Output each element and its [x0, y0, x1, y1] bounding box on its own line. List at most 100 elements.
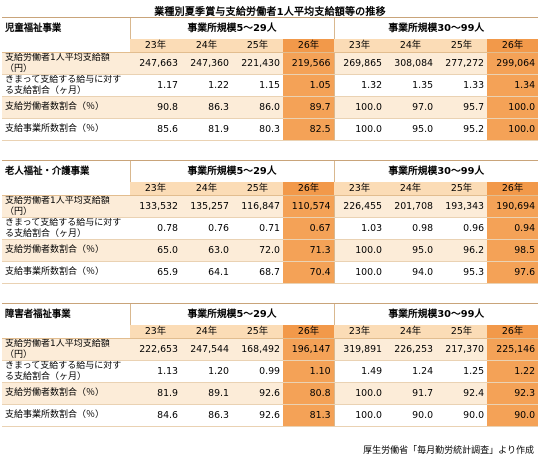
value-cell: 1.10	[283, 360, 335, 383]
value-cell: 269,865	[333, 52, 386, 75]
value-cell: 86.3	[181, 96, 232, 119]
value-cell: 100.0	[333, 118, 386, 141]
value-cell: 95.7	[436, 96, 488, 119]
value-cell: 96.2	[436, 239, 488, 262]
value-cell: 1.33	[436, 74, 488, 97]
year-header: 24年	[181, 325, 232, 339]
value-cell: 100.0	[487, 96, 539, 119]
value-cell: 71.3	[283, 239, 335, 262]
value-cell: 0.96	[436, 217, 488, 240]
table-row: 支給労働者1人平均支給額（円） 247,663 247,360 221,430 219,…	[2, 52, 539, 75]
value-cell: 100.0	[333, 382, 386, 405]
value-cell: 247,360	[181, 52, 232, 75]
year-header: 23年	[334, 182, 386, 196]
year-header: 23年	[334, 325, 386, 339]
value-cell: 100.0	[487, 118, 539, 141]
year-header: 25年	[436, 39, 488, 53]
value-cell: 1.24	[385, 360, 437, 383]
group-header: 事業所規模30～99人	[333, 17, 539, 39]
row-label: 支給労働者1人平均支給額（円）	[2, 338, 130, 361]
value-cell: 1.20	[181, 360, 232, 383]
year-header: 25年	[232, 182, 283, 196]
year-header: 24年	[181, 182, 232, 196]
year-header: 26年	[283, 39, 335, 53]
year-header: 26年	[283, 325, 335, 339]
value-cell: 190,694	[487, 195, 539, 218]
row-label: 支給事業所数割合（％）	[2, 404, 130, 427]
value-cell: 0.76	[181, 217, 232, 240]
value-cell: 221,430	[232, 52, 283, 75]
table-row: 支給労働者数割合（％） 65.0 63.0 72.0 71.3 100.0 95.0 96.2…	[2, 239, 539, 262]
value-cell: 1.25	[436, 360, 488, 383]
table-row: 支給労働者1人平均支給額（円） 133,532 135,257 116,847 110,…	[2, 195, 539, 218]
group-header: 事業所規模5～29人	[129, 17, 335, 39]
page-title: 業種別夏季賞与支給労働者1人平均支給額等の推移	[154, 7, 386, 18]
value-cell: 100.0	[333, 239, 386, 262]
value-cell: 1.22	[487, 360, 539, 383]
value-cell: 95.0	[385, 239, 437, 262]
value-cell: 299,064	[487, 52, 539, 75]
value-cell: 1.22	[181, 74, 232, 97]
year-header: 24年	[385, 325, 437, 339]
value-cell: 168,492	[232, 338, 283, 361]
data-table: 児童福祉事業 事業所規模5～29人 事業所規模30～99人 23年 24年 25年 26年 2…	[2, 17, 539, 141]
value-cell: 0.94	[487, 217, 539, 240]
value-cell: 135,257	[181, 195, 232, 218]
value-cell: 226,455	[333, 195, 386, 218]
row-label: きまって支給する給与に対する支給割合（ヶ月）	[2, 360, 130, 383]
row-label: 支給労働者数割合（％）	[2, 382, 130, 405]
value-cell: 95.3	[436, 261, 488, 284]
value-cell: 1.17	[130, 74, 181, 97]
data-table: 障害者福祉事業 事業所規模5～29人 事業所規模30～99人 23年 24年 25年 26年…	[2, 303, 539, 427]
table-row: 支給事業所数割合（％） 65.9 64.1 68.7 70.4 100.0 94.0 95.3…	[2, 261, 539, 284]
value-cell: 90.8	[130, 96, 181, 119]
value-cell: 110,574	[283, 195, 335, 218]
section-name: 障害者福祉事業	[2, 303, 130, 325]
year-header: 23年	[130, 182, 181, 196]
table-row: 支給労働者数割合（％） 81.9 89.1 92.6 80.8 100.0 91.7 92.4…	[2, 382, 539, 405]
value-cell: 222,653	[130, 338, 181, 361]
value-cell: 68.7	[232, 261, 283, 284]
value-cell: 100.0	[333, 96, 386, 119]
value-cell: 84.6	[130, 404, 181, 427]
value-cell: 63.0	[181, 239, 232, 262]
value-cell: 308,084	[385, 52, 437, 75]
value-cell: 94.0	[385, 261, 437, 284]
value-cell: 89.7	[283, 96, 335, 119]
year-header: 26年	[283, 182, 335, 196]
value-cell: 133,532	[130, 195, 181, 218]
row-label: 支給労働者1人平均支給額（円）	[2, 52, 130, 75]
value-cell: 1.32	[333, 74, 386, 97]
table-row: きまって支給する給与に対する支給割合（ヶ月） 1.13 1.20 0.99 1.10 1.…	[2, 360, 539, 383]
year-header: 25年	[436, 325, 488, 339]
value-cell: 95.0	[385, 118, 437, 141]
value-cell: 219,566	[283, 52, 335, 75]
value-cell: 1.49	[333, 360, 386, 383]
year-header: 25年	[436, 182, 488, 196]
section-name: 児童福祉事業	[2, 17, 130, 39]
value-cell: 91.7	[385, 382, 437, 405]
value-cell: 201,708	[385, 195, 437, 218]
group-header: 事業所規模30～99人	[333, 160, 539, 182]
table-row: 支給労働者1人平均支給額（円） 222,653 247,544 168,492 196,…	[2, 338, 539, 361]
value-cell: 319,891	[333, 338, 386, 361]
value-cell: 1.34	[487, 74, 539, 97]
row-label: きまって支給する給与に対する支給割合（ヶ月）	[2, 217, 130, 240]
year-header: 23年	[130, 39, 181, 53]
value-cell: 247,544	[181, 338, 232, 361]
value-cell: 85.6	[130, 118, 181, 141]
year-header: 23年	[130, 325, 181, 339]
value-cell: 0.99	[232, 360, 283, 383]
value-cell: 247,663	[130, 52, 181, 75]
section-table: 児童福祉事業 事業所規模5～29人 事業所規模30～99人 23年 24年 25年 26年 2…	[2, 17, 539, 141]
value-cell: 116,847	[232, 195, 283, 218]
row-label: 支給事業所数割合（％）	[2, 118, 130, 141]
year-header: 26年	[487, 182, 539, 196]
value-cell: 1.05	[283, 74, 335, 97]
value-cell: 82.5	[283, 118, 335, 141]
value-cell: 226,253	[385, 338, 437, 361]
section-table: 老人福祉・介護事業 事業所規模5～29人 事業所規模30～99人 23年 24年 25年 2…	[2, 160, 539, 284]
value-cell: 81.3	[283, 404, 335, 427]
year-header: 24年	[385, 182, 437, 196]
value-cell: 92.6	[232, 404, 283, 427]
